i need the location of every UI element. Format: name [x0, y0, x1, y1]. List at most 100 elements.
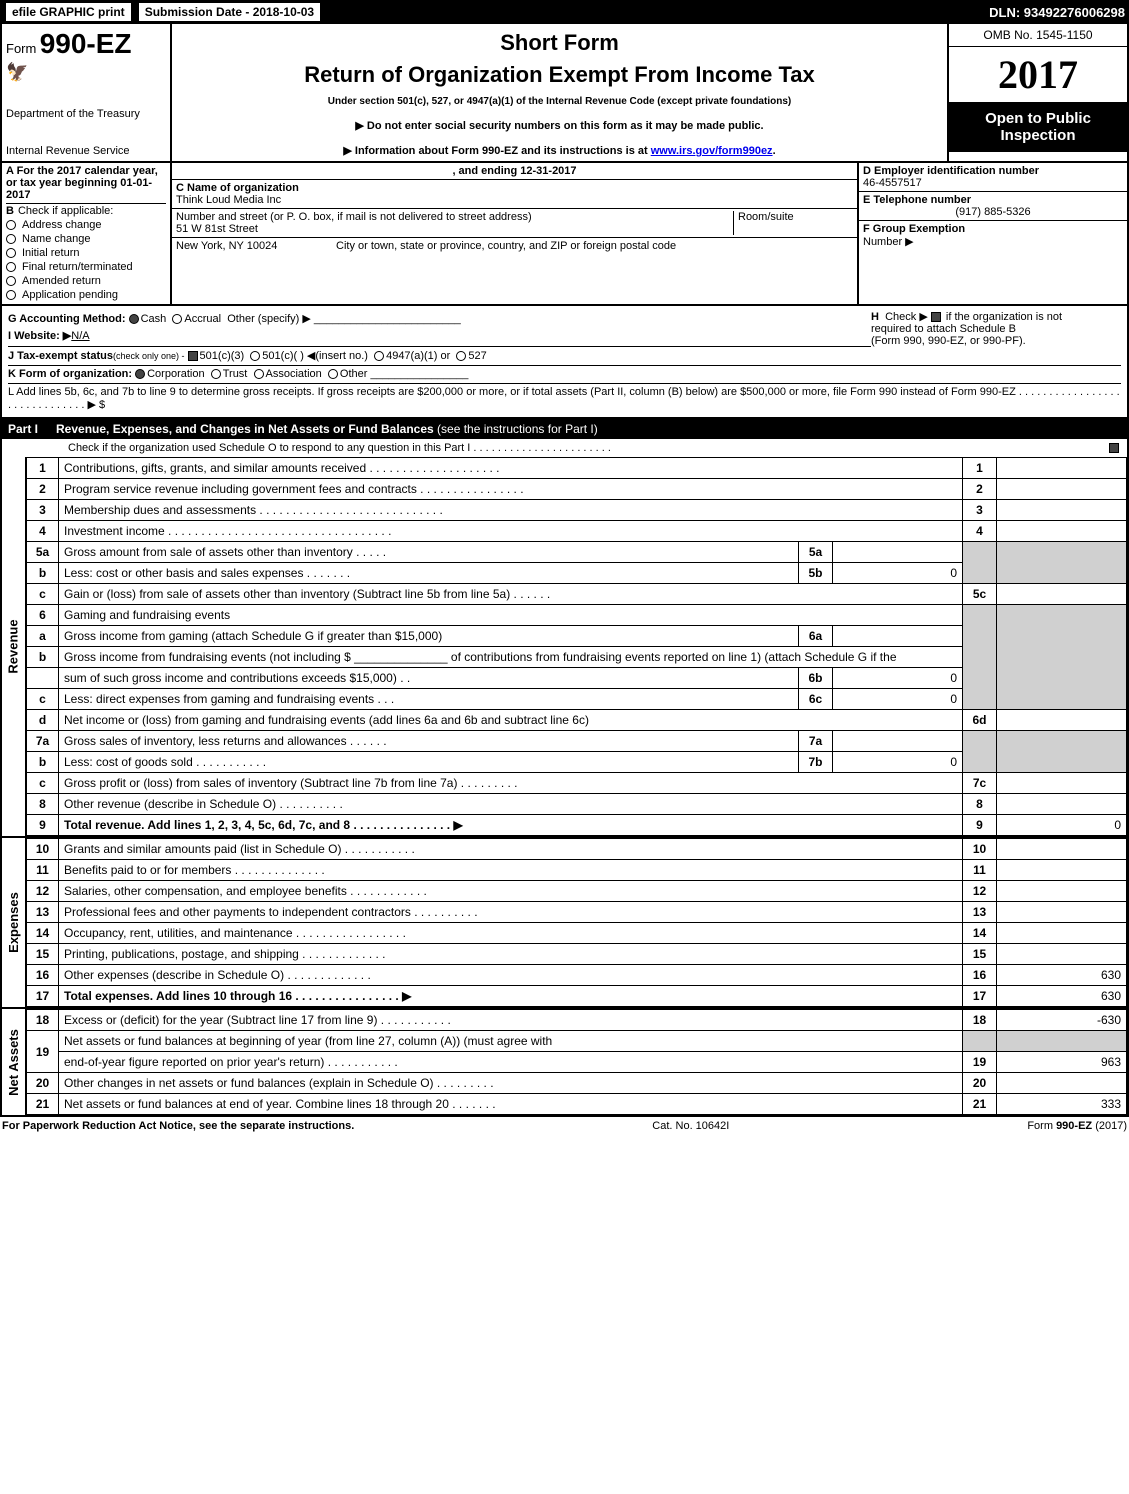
table-row: 13Professional fees and other payments t… [27, 902, 1127, 923]
part-1-label: Part I [8, 422, 38, 436]
table-row: 11Benefits paid to or for members . . . … [27, 860, 1127, 881]
expenses-table: 10Grants and similar amounts paid (list … [26, 838, 1127, 1007]
dln-label: DLN: 93492276006298 [989, 5, 1125, 20]
cat-no: Cat. No. 10642I [652, 1120, 729, 1132]
header-right: OMB No. 1545-1150 2017 Open to Public In… [947, 24, 1127, 161]
return-title: Return of Organization Exempt From Incom… [180, 62, 939, 88]
corporation-radio[interactable] [135, 369, 145, 379]
open-to-public: Open to Public Inspection [949, 102, 1127, 152]
c-label: C Name of organization [176, 182, 853, 194]
page-footer: For Paperwork Reduction Act Notice, see … [0, 1117, 1129, 1135]
table-row: dNet income or (loss) from gaming and fu… [27, 710, 1127, 731]
final-return-radio[interactable] [6, 262, 16, 272]
form-ref: Form 990-EZ (2017) [1027, 1120, 1127, 1132]
column-c: , and ending 12-31-2017 C Name of organi… [172, 163, 857, 304]
info-prefix: ▶ Information about Form 990-EZ and its … [343, 145, 650, 157]
table-row: 21Net assets or fund balances at end of … [27, 1094, 1127, 1115]
header-left: Form 990-EZ 🦅 Department of the Treasury… [2, 24, 172, 161]
f-number-label: Number ▶ [863, 236, 914, 248]
check-application-pending: Application pending [22, 289, 118, 301]
i-label: I Website: ▶ [8, 330, 71, 342]
amended-return-radio[interactable] [6, 276, 16, 286]
501c3-label: 501(c)(3) [200, 350, 245, 362]
city-line-label: City or town, state or province, country… [336, 240, 676, 252]
table-row: cGain or (loss) from sale of assets othe… [27, 584, 1127, 605]
netassets-section: Net Assets 18Excess or (deficit) for the… [0, 1009, 1129, 1117]
application-pending-radio[interactable] [6, 290, 16, 300]
table-row: 5aGross amount from sale of assets other… [27, 542, 1127, 563]
tax-year: 2017 [949, 47, 1127, 102]
527-label: 527 [468, 350, 486, 362]
schedule-b-checkbox[interactable] [931, 312, 941, 322]
trust-label: Trust [223, 368, 248, 380]
assoc-label: Association [266, 368, 322, 380]
d-label: D Employer identification number [863, 165, 1039, 177]
part-1-header: Part I Revenue, Expenses, and Changes in… [0, 419, 1129, 439]
schedule-o-checkbox[interactable] [1109, 443, 1119, 453]
table-row: 3Membership dues and assessments . . . .… [27, 500, 1127, 521]
table-row: 17Total expenses. Add lines 10 through 1… [27, 986, 1127, 1007]
501c3-checkbox[interactable] [188, 351, 198, 361]
table-row: 8Other revenue (describe in Schedule O) … [27, 794, 1127, 815]
table-row: cGross profit or (loss) from sales of in… [27, 773, 1127, 794]
501c-radio[interactable] [250, 351, 260, 361]
efile-print-button[interactable]: efile GRAPHIC print [4, 1, 133, 23]
header-middle: Short Form Return of Organization Exempt… [172, 24, 947, 161]
4947-radio[interactable] [374, 351, 384, 361]
revenue-table: 1Contributions, gifts, grants, and simil… [26, 457, 1127, 836]
netassets-sidelabel: Net Assets [2, 1009, 26, 1115]
submission-date-button[interactable]: Submission Date - 2018-10-03 [137, 1, 322, 23]
line-a: A For the 2017 calendar year, or tax yea… [6, 165, 158, 201]
omb-number: OMB No. 1545-1150 [949, 24, 1127, 47]
table-row: end-of-year figure reported on prior yea… [27, 1052, 1127, 1073]
l-text: L Add lines 5b, 6c, and 7b to line 9 to … [8, 384, 1121, 413]
paperwork-notice: For Paperwork Reduction Act Notice, see … [2, 1120, 354, 1132]
check-address-change: Address change [22, 219, 102, 231]
cash-radio[interactable] [129, 314, 139, 324]
address-change-radio[interactable] [6, 220, 16, 230]
f-label: F Group Exemption [863, 223, 965, 235]
form990ez-link[interactable]: www.irs.gov/form990ez [651, 145, 773, 157]
j-checkone: (check only one) - [113, 351, 185, 361]
top-bar: efile GRAPHIC print Submission Date - 20… [0, 0, 1129, 24]
association-radio[interactable] [254, 369, 264, 379]
table-row: 10Grants and similar amounts paid (list … [27, 839, 1127, 860]
org-name: Think Loud Media Inc [176, 194, 853, 206]
table-row: 14Occupancy, rent, utilities, and mainte… [27, 923, 1127, 944]
table-row: 19Net assets or fund balances at beginni… [27, 1031, 1127, 1052]
accrual-radio[interactable] [172, 314, 182, 324]
form-header: Form 990-EZ 🦅 Department of the Treasury… [0, 24, 1129, 163]
other-org-label: Other [340, 368, 368, 380]
telephone-value: (917) 885-5326 [863, 206, 1123, 218]
name-change-radio[interactable] [6, 234, 16, 244]
city-state-zip: New York, NY 10024 [176, 240, 336, 252]
table-row: bGross income from fundraising events (n… [27, 647, 1127, 668]
expenses-section: Expenses 10Grants and similar amounts pa… [0, 838, 1129, 1009]
revenue-section: Revenue 1Contributions, gifts, grants, a… [0, 457, 1129, 838]
check-initial-return: Initial return [22, 247, 79, 259]
501c-label: 501(c)( ) ◀(insert no.) [262, 350, 368, 362]
initial-return-radio[interactable] [6, 248, 16, 258]
g-label: G Accounting Method: [8, 313, 126, 325]
table-row: bLess: cost or other basis and sales exp… [27, 563, 1127, 584]
line-a-ending: , and ending 12-31-2017 [452, 165, 576, 177]
check-if-applicable: Check if applicable: [18, 205, 113, 217]
table-row: 4Investment income . . . . . . . . . . .… [27, 521, 1127, 542]
trust-radio[interactable] [211, 369, 221, 379]
other-org-radio[interactable] [328, 369, 338, 379]
table-row: 20Other changes in net assets or fund ba… [27, 1073, 1127, 1094]
column-b: A For the 2017 calendar year, or tax yea… [2, 163, 172, 304]
check-final-return: Final return/terminated [22, 261, 133, 273]
k-label: K Form of organization: [8, 368, 132, 380]
527-radio[interactable] [456, 351, 466, 361]
ein-value: 46-4557517 [863, 177, 1123, 189]
schedule-o-check-text: Check if the organization used Schedule … [68, 442, 611, 454]
table-row: 7aGross sales of inventory, less returns… [27, 731, 1127, 752]
other-specify-label: Other (specify) ▶ [227, 313, 311, 325]
h-text-required: required to attach Schedule B [871, 323, 1016, 335]
table-row: 9Total revenue. Add lines 1, 2, 3, 4, 5c… [27, 815, 1127, 836]
table-row: bLess: cost of goods sold . . . . . . . … [27, 752, 1127, 773]
netassets-table: 18Excess or (deficit) for the year (Subt… [26, 1009, 1127, 1115]
4947-label: 4947(a)(1) or [386, 350, 450, 362]
part-1-title: Revenue, Expenses, and Changes in Net As… [56, 422, 434, 436]
